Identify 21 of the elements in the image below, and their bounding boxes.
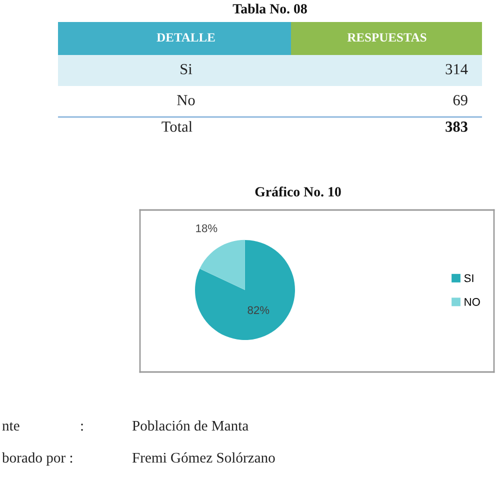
text: Total: [162, 121, 192, 132]
category-label: Si: [180, 64, 192, 74]
text: RESPUESTAS: [347, 33, 426, 42]
data-label: 314: [446, 64, 468, 74]
text: borado por :: [2, 452, 72, 466]
legend-label: NO: [464, 298, 480, 306]
text: Tabla No. 08: [232, 4, 307, 14]
data-label: 18%: [196, 224, 218, 232]
text: Fremi Gómez Solórzano: [132, 452, 275, 463]
pie-slice: [195, 240, 295, 340]
text: 383: [446, 122, 468, 132]
category-label: No: [177, 95, 195, 106]
text: nte: [2, 422, 20, 431]
text: :: [81, 424, 83, 431]
pie-slice: [200, 240, 245, 290]
chart-title: Gráfico No. 10: [255, 186, 341, 197]
data-label: 82%: [248, 306, 270, 314]
text: Población de Manta: [132, 420, 248, 431]
legend-label: SI: [464, 274, 474, 282]
text: DETALLE: [156, 33, 215, 42]
data-label: 69: [453, 95, 468, 106]
